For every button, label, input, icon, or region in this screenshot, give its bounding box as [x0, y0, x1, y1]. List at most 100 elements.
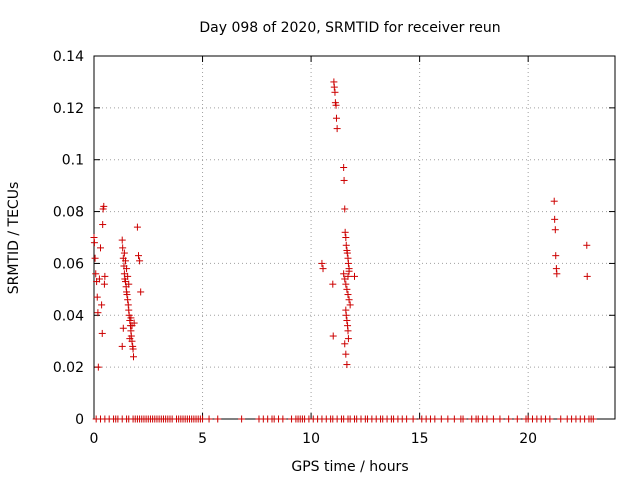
y-tick-label: 0.06	[53, 256, 84, 272]
y-tick-label: 0.12	[53, 101, 84, 117]
data-point	[214, 415, 222, 423]
data-point	[342, 311, 350, 319]
data-point	[118, 342, 126, 350]
data-point	[99, 221, 107, 229]
data-point	[199, 415, 207, 423]
data-point	[340, 270, 348, 278]
data-point	[98, 329, 106, 337]
data-point	[551, 215, 559, 223]
chart-title: Day 098 of 2020, SRMTID for receiver reu…	[199, 20, 500, 36]
data-point	[589, 415, 597, 423]
data-point	[98, 301, 106, 309]
data-point	[133, 223, 141, 231]
data-point	[344, 335, 352, 343]
data-point	[331, 88, 339, 96]
y-tick-label: 0.1	[62, 153, 84, 169]
data-point	[124, 272, 132, 280]
data-point	[100, 280, 108, 288]
data-point	[551, 226, 559, 234]
data-point	[403, 415, 411, 423]
data-point	[93, 293, 101, 301]
data-point	[343, 249, 351, 257]
y-tick-label: 0.14	[53, 49, 84, 65]
data-point	[483, 415, 491, 423]
data-point	[123, 291, 131, 299]
data-point	[97, 244, 105, 252]
data-point	[550, 197, 558, 205]
data-point	[444, 415, 452, 423]
data-point	[513, 415, 521, 423]
data-point	[489, 415, 497, 423]
data-point	[341, 340, 349, 348]
data-point	[125, 280, 133, 288]
data-point	[459, 415, 467, 423]
data-point	[450, 415, 458, 423]
data-point	[437, 415, 445, 423]
data-point	[119, 244, 127, 252]
data-point	[344, 272, 352, 280]
data-point	[126, 335, 134, 343]
data-point	[340, 176, 348, 184]
data-point	[342, 234, 350, 241]
data-point	[121, 257, 129, 265]
data-point	[343, 361, 351, 369]
data-point	[124, 296, 132, 304]
data-point	[342, 280, 350, 288]
data-point	[128, 322, 136, 330]
data-point	[91, 254, 99, 262]
x-tick-label: 10	[302, 431, 320, 447]
data-point	[344, 291, 352, 299]
data-point	[496, 415, 504, 423]
data-point	[135, 252, 143, 260]
data-point	[279, 415, 287, 423]
data-point	[351, 272, 358, 280]
data-point	[583, 241, 591, 249]
axis-ticks: 0 0.02 0.04 0.06 0.08 0.1 0.12 0.14 0 5 10 15 20	[53, 49, 615, 447]
data-point	[553, 270, 561, 278]
data-point	[341, 228, 349, 236]
data-point	[344, 327, 352, 335]
data-point	[332, 101, 340, 109]
data-point	[431, 415, 439, 423]
data-point	[129, 345, 137, 353]
data-point	[119, 324, 127, 332]
data-point	[333, 125, 341, 133]
data-point	[238, 415, 246, 423]
data-point	[127, 314, 135, 322]
data-point	[343, 285, 351, 293]
y-axis-label: SRMTID / TECUs	[6, 182, 22, 295]
data-points	[90, 78, 597, 423]
x-tick-label: 15	[411, 431, 429, 447]
data-point	[120, 249, 128, 257]
plot-area-frame	[93, 55, 616, 420]
data-point	[332, 114, 340, 122]
data-point	[583, 272, 591, 280]
x-tick-label: 20	[519, 431, 537, 447]
data-point	[341, 205, 349, 213]
data-point	[345, 267, 353, 275]
data-point	[94, 309, 102, 317]
data-point	[330, 83, 338, 91]
data-point	[136, 257, 144, 265]
data-point	[318, 259, 326, 267]
data-point	[505, 415, 513, 423]
data-point	[346, 301, 354, 309]
data-point	[205, 415, 213, 423]
data-point	[95, 275, 103, 283]
data-point	[344, 259, 352, 267]
data-point	[329, 332, 337, 340]
data-point	[329, 280, 337, 288]
y-tick-label: 0.04	[53, 308, 84, 324]
data-point	[101, 272, 109, 280]
y-tick-label: 0.08	[53, 205, 84, 221]
data-point	[342, 350, 350, 358]
data-point	[130, 353, 138, 361]
data-point	[546, 415, 554, 423]
data-point	[319, 265, 327, 273]
data-point	[409, 415, 417, 423]
data-point	[92, 270, 100, 278]
data-point	[90, 239, 98, 247]
data-point	[342, 241, 350, 249]
